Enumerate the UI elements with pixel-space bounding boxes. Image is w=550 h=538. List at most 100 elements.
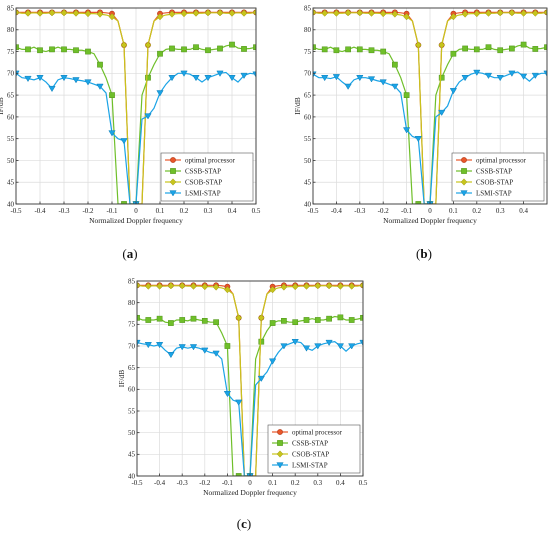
x-tick-label: 0: [248, 479, 252, 487]
y-tick-label: 60: [128, 386, 136, 394]
data-point: [333, 9, 340, 17]
panel-label: (b): [416, 246, 432, 261]
x-tick-label: 0.4: [519, 207, 528, 215]
data-point: [344, 83, 352, 90]
data-point: [291, 283, 299, 291]
data-point: [313, 8, 317, 16]
data-point: [109, 92, 115, 98]
data-point: [180, 10, 188, 18]
data-point: [37, 47, 43, 54]
data-point: [235, 314, 243, 322]
y-tick-label: 70: [7, 70, 15, 78]
legend-marker: [276, 462, 284, 469]
y-tick-label: 40: [304, 200, 312, 208]
legend-marker: [461, 157, 467, 163]
series-line-csob-stap: [137, 284, 363, 476]
legend-marker: [460, 190, 468, 197]
data-point: [280, 283, 288, 291]
data-point: [257, 375, 265, 382]
data-point: [72, 9, 80, 17]
x-tick-label: 0.3: [204, 207, 213, 215]
y-tick-label: 65: [7, 92, 15, 100]
x-axis-label: Normalized Doppler frequency: [203, 488, 297, 497]
x-tick-label: 0.4: [336, 479, 345, 487]
y-tick-label: 65: [128, 364, 136, 372]
legend-marker: [460, 178, 468, 186]
chart-panel-2: -0.5 -0.4 -0.3 -0.2 -0.1 0 0.1 0.2 0.3 0.4 40 45 50 5…: [293, 4, 548, 261]
x-tick-label: -0.1: [106, 207, 118, 215]
chart-panel-1: -0.5 -0.4 -0.3 -0.2 -0.1 0 0.1 0.2 0.3 0.4 0.5 40 45…: [0, 4, 261, 261]
y-tick-label: 80: [7, 26, 15, 34]
legend-label: optimal processor: [292, 428, 343, 436]
data-point: [449, 88, 458, 95]
data-point: [241, 46, 247, 52]
y-tick-label: 70: [304, 70, 312, 78]
data-point: [321, 9, 329, 17]
data-point: [402, 127, 411, 134]
data-point: [333, 47, 340, 54]
data-point: [201, 318, 208, 324]
data-point: [179, 317, 186, 323]
x-axis-label: Normalized Doppler frequency: [89, 216, 183, 225]
data-point: [156, 315, 163, 322]
data-point: [240, 9, 248, 17]
series-line-cssb-stap: [313, 43, 547, 204]
data-point: [137, 339, 141, 347]
data-point: [520, 41, 527, 48]
data-point: [137, 314, 140, 321]
y-tick-label: 55: [304, 135, 312, 143]
data-point: [484, 72, 493, 80]
data-point: [228, 75, 236, 82]
data-point: [391, 83, 399, 90]
data-point: [496, 75, 504, 82]
data-point: [462, 45, 468, 52]
data-point: [303, 282, 310, 290]
data-point: [359, 339, 363, 347]
x-tick-label: 0.1: [449, 207, 458, 215]
data-point: [292, 319, 299, 326]
data-point: [204, 75, 212, 82]
legend-marker: [169, 178, 177, 186]
data-point: [240, 72, 248, 80]
data-point: [302, 345, 311, 352]
data-point: [269, 286, 276, 294]
series-group: [313, 8, 547, 204]
data-point: [212, 283, 220, 291]
data-point: [344, 9, 352, 17]
data-point: [281, 318, 287, 324]
legend-label: CSOB-STAP: [476, 178, 513, 186]
data-point: [450, 13, 457, 21]
data-point: [450, 50, 457, 57]
y-tick-label: 85: [128, 277, 136, 285]
y-tick-label: 85: [7, 4, 15, 12]
data-point: [438, 109, 446, 117]
data-point: [414, 136, 422, 143]
data-point: [60, 9, 68, 17]
data-point: [156, 90, 164, 97]
y-tick-label: 50: [7, 157, 15, 165]
data-point: [257, 314, 265, 322]
data-point: [356, 9, 364, 17]
data-point: [497, 47, 504, 54]
data-point: [348, 317, 355, 323]
data-point: [36, 9, 44, 17]
y-tick-label: 75: [128, 321, 136, 329]
data-point: [438, 74, 445, 81]
data-point: [325, 339, 333, 347]
data-point: [367, 76, 376, 83]
data-point: [224, 286, 231, 294]
data-point: [216, 70, 224, 77]
legend-label: LSMI-STAP: [185, 189, 221, 197]
data-point: [336, 343, 345, 350]
data-point: [392, 61, 398, 68]
data-point: [156, 13, 164, 21]
data-point: [485, 9, 492, 17]
data-point: [192, 75, 200, 82]
y-tick-label: 80: [304, 26, 312, 34]
x-tick-label: 0: [134, 207, 138, 215]
data-point: [85, 48, 91, 55]
data-point: [224, 343, 231, 349]
data-point: [97, 61, 103, 68]
x-tick-label: -0.3: [354, 207, 366, 215]
data-point: [520, 9, 527, 17]
